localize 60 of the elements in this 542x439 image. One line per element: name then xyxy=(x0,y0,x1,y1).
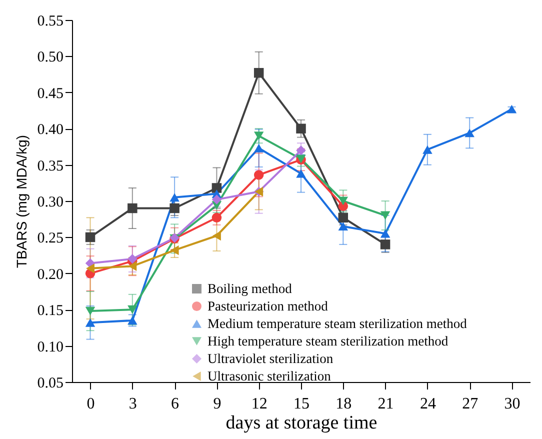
point xyxy=(128,261,137,272)
y-tick-label: 0.10 xyxy=(37,339,64,356)
x-tick-label: 3 xyxy=(128,396,137,412)
y-tick-label: 0.25 xyxy=(37,230,64,247)
legend-label: Medium temperature steam sterilization method xyxy=(208,316,468,331)
y-tick-label: 0.50 xyxy=(37,50,64,66)
x-tick-label: 0 xyxy=(86,396,95,412)
point xyxy=(86,263,94,274)
y-tick-label: 0.20 xyxy=(37,266,64,283)
x-tick-label: 21 xyxy=(378,396,394,412)
y-tick-label: 0.15 xyxy=(37,303,64,320)
point xyxy=(422,145,432,154)
point xyxy=(128,305,138,314)
x-tick-label: 27 xyxy=(462,396,478,412)
y-tick-label: 0.55 xyxy=(37,14,64,30)
point xyxy=(212,230,221,241)
point xyxy=(254,68,264,78)
x-tick-label: 12 xyxy=(251,396,268,412)
x-tick-label: 18 xyxy=(336,396,352,412)
point xyxy=(85,306,96,316)
point xyxy=(464,128,474,138)
point xyxy=(85,318,96,327)
x-tick-label: 15 xyxy=(294,396,310,412)
point xyxy=(212,212,222,223)
legend-label: Pasteurization method xyxy=(208,298,328,314)
point xyxy=(128,203,138,214)
point xyxy=(380,211,390,220)
point xyxy=(338,196,348,206)
point xyxy=(212,194,222,204)
point xyxy=(338,222,348,231)
legend-label: High temperature steam sterilization method xyxy=(208,333,448,348)
point xyxy=(254,132,264,140)
y-axis-title: TBARS (mg MDA/kg) xyxy=(13,134,30,268)
legend-label: Ultraviolet sterilization xyxy=(208,350,334,366)
point xyxy=(296,169,306,178)
point xyxy=(254,144,264,152)
x-axis-title: days at storage time xyxy=(226,412,378,434)
point xyxy=(170,193,180,202)
point xyxy=(380,229,390,238)
legend-label: Boiling method xyxy=(208,280,292,296)
point xyxy=(170,245,179,256)
point xyxy=(128,316,138,325)
x-tick-label: 30 xyxy=(504,396,520,412)
x-tick-label: 9 xyxy=(213,396,222,412)
point xyxy=(296,124,306,134)
point xyxy=(338,212,348,223)
x-tick-label: 24 xyxy=(420,396,436,412)
y-tick-label: 0.45 xyxy=(37,86,64,102)
point xyxy=(85,232,96,242)
y-tick-label: 0.40 xyxy=(37,122,64,138)
point xyxy=(212,183,222,193)
y-tick-label: 0.05 xyxy=(37,376,64,392)
point xyxy=(170,203,180,214)
point xyxy=(296,145,306,156)
y-tick-label: 0.30 xyxy=(37,194,64,210)
x-tick-label: 6 xyxy=(171,396,180,412)
point xyxy=(380,240,390,250)
legend-label: Ultrasonic sterilization xyxy=(208,368,332,384)
y-tick-label: 0.35 xyxy=(37,158,64,174)
point xyxy=(254,170,264,180)
